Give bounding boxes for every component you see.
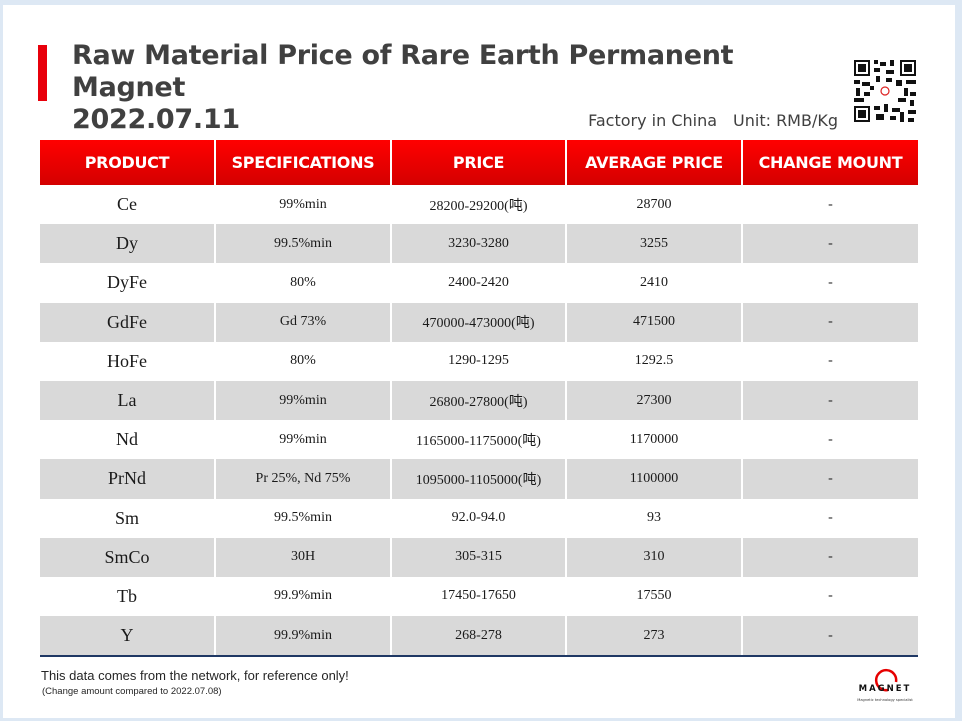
price-cell: 470000-473000(吨)	[390, 302, 566, 342]
change-cell: -	[741, 380, 918, 421]
average-price-cell: 471500	[565, 302, 742, 342]
spec-cell: Gd 73%	[214, 302, 391, 342]
average-price-cell: 28700	[565, 185, 742, 225]
table-row: Ce 99%min 28200-29200(吨) 28700-	[40, 185, 918, 225]
page-title: Raw Material Price of Rare Earth Permane…	[72, 40, 832, 136]
spec-cell: 99%min	[214, 380, 391, 421]
spec-cell: 80%	[214, 263, 391, 303]
qr-code-icon	[852, 58, 918, 124]
product-cell: Tb	[117, 585, 137, 606]
change-cell: -	[741, 185, 918, 225]
title-accent-bar	[38, 45, 47, 101]
table-row: La 99%min 26800-27800(吨) 27300-	[40, 380, 918, 421]
svg-text:Magnetic technology specialist: Magnetic technology specialist	[857, 698, 913, 702]
product-cell: Ce	[117, 194, 137, 215]
comparison-note: (Change amount compared to 2022.07.08)	[42, 686, 222, 697]
price-cell: 26800-27800(吨)	[390, 380, 566, 421]
change-cell: -	[741, 302, 918, 342]
table-row: GdFe Gd 73% 470000-473000(吨) 471500-	[40, 302, 918, 342]
table-row: DyFe 80% 2400-2420 2410-	[40, 263, 918, 303]
average-price-cell: 273	[565, 616, 742, 658]
price-cell: 1290-1295	[390, 341, 566, 381]
spec-cell: 99.5%min	[214, 224, 391, 264]
spec-cell: 99%min	[214, 420, 391, 460]
table-row: HoFe 80% 1290-1295 1292.5-	[40, 341, 918, 381]
price-cell: 1095000-1105000(吨)	[390, 459, 566, 499]
spec-cell: 99%min	[214, 185, 391, 225]
average-price-cell: 27300	[565, 380, 742, 421]
change-cell: -	[741, 420, 918, 460]
svg-text:MAGNET: MAGNET	[859, 684, 912, 694]
spec-cell: 30H	[214, 537, 391, 577]
price-cell: 3230-3280	[390, 224, 566, 264]
column-header-change-mount: CHANGE MOUNT	[741, 140, 918, 185]
change-cell: -	[741, 537, 918, 577]
spec-cell: 99.9%min	[214, 576, 391, 617]
price-cell: 305-315	[390, 537, 566, 577]
product-cell: Dy	[40, 224, 215, 264]
average-price-cell: 3255	[565, 224, 742, 264]
average-price-cell: 1170000	[565, 420, 742, 460]
product-cell: Nd	[116, 429, 138, 450]
spec-cell: 99.9%min	[214, 616, 391, 658]
product-cell: La	[40, 380, 215, 421]
average-price-cell: 1100000	[565, 459, 742, 499]
price-table: PRODUCT SPECIFICATIONS PRICE AVERAGE PRI…	[40, 140, 918, 658]
change-cell: -	[741, 263, 918, 303]
table-row: SmCo 30H 305-315 310-	[40, 537, 918, 577]
price-cell: 92.0-94.0	[390, 498, 566, 538]
price-cell: 17450-17650	[390, 576, 566, 617]
product-cell: SmCo	[40, 537, 215, 577]
table-row: PrNd Pr 25%, Nd 75% 1095000-1105000(吨) 1100…	[40, 459, 918, 499]
table-row: Tb 99.9%min 17450-17650 17550-	[40, 576, 918, 617]
price-cell: 268-278	[390, 616, 566, 658]
change-cell: -	[741, 576, 918, 617]
spec-cell: 99.5%min	[214, 498, 391, 538]
column-header-specifications: SPECIFICATIONS	[214, 140, 391, 185]
change-cell: -	[741, 459, 918, 499]
average-price-cell: 310	[565, 537, 742, 577]
spec-cell: Pr 25%, Nd 75%	[214, 459, 391, 499]
table-row: Y 99.9%min 268-278 273-	[40, 616, 918, 658]
change-cell: -	[741, 498, 918, 538]
table-row: Sm 99.5%min 92.0-94.0 93-	[40, 498, 918, 538]
column-header-product: PRODUCT	[40, 140, 215, 185]
title-line-2: 2022.07.11	[72, 104, 240, 135]
table-header-row: PRODUCT SPECIFICATIONS PRICE AVERAGE PRI…	[40, 140, 918, 185]
sub-info: Factory in China Unit: RMB/Kg	[560, 111, 838, 130]
average-price-cell: 17550	[565, 576, 742, 617]
column-header-price: PRICE	[390, 140, 566, 185]
magnet-logo: MAGNET Magnetic technology specialist	[857, 668, 913, 702]
column-header-average-price: AVERAGE PRICE	[565, 140, 742, 185]
title-line-1: Raw Material Price of Rare Earth Permane…	[72, 40, 734, 103]
price-cell: 2400-2420	[390, 263, 566, 303]
price-cell: 1165000-1175000(吨)	[390, 420, 566, 460]
product-cell: HoFe	[107, 350, 147, 371]
table-row: Nd 99%min 1165000-1175000(吨) 1170000-	[40, 420, 918, 460]
change-cell: -	[741, 341, 918, 381]
product-cell: PrNd	[40, 459, 215, 499]
table-row: Dy 99.5%min 3230-3280 3255-	[40, 224, 918, 264]
change-cell: -	[741, 224, 918, 264]
unit-label: Unit: RMB/Kg	[733, 111, 838, 130]
spec-cell: 80%	[214, 341, 391, 381]
average-price-cell: 93	[565, 498, 742, 538]
disclaimer-text: This data comes from the network, for re…	[41, 668, 349, 683]
product-cell: GdFe	[40, 302, 215, 342]
product-cell: Y	[40, 616, 215, 658]
average-price-cell: 1292.5	[565, 341, 742, 381]
location-label: Factory in China	[588, 111, 718, 130]
product-cell: DyFe	[107, 272, 147, 293]
product-cell: Sm	[114, 507, 139, 528]
average-price-cell: 2410	[565, 263, 742, 303]
change-cell: -	[741, 616, 918, 658]
price-cell: 28200-29200(吨)	[390, 185, 566, 225]
